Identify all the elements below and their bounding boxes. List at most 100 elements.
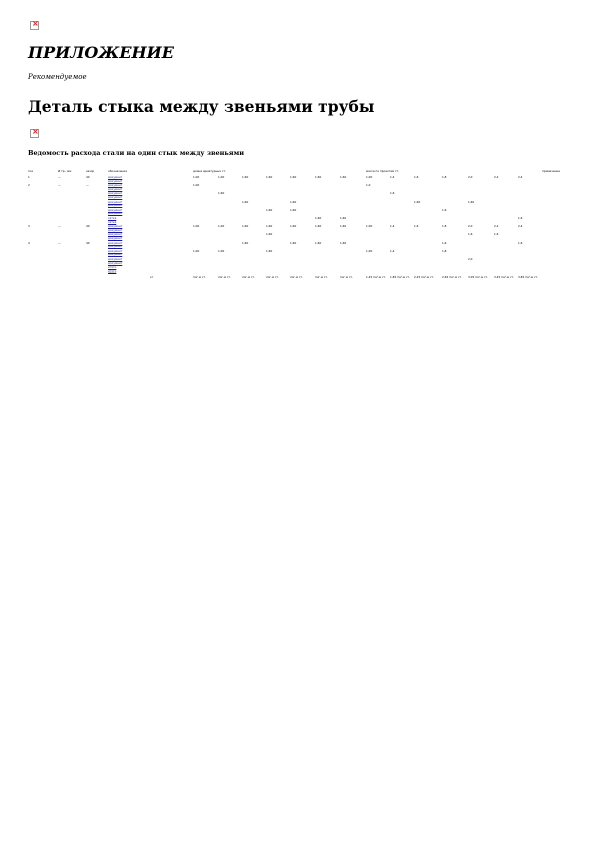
table-cell: 1,60 — [242, 240, 249, 245]
table-cell: 1,6 — [414, 175, 419, 179]
table-cell: 1,60 — [290, 240, 297, 245]
table-cell: 40 — [86, 240, 90, 245]
table-cell: 1,60 — [242, 224, 249, 229]
table-cell: 1,00 — [366, 248, 373, 253]
table-link-cell[interactable]: документ — [108, 203, 123, 208]
table-totals-cell: пог.м ст. — [242, 275, 255, 280]
table-totals-cell: пог.м ст. — [290, 275, 303, 280]
table-link-cell[interactable]: документ — [108, 211, 123, 216]
table-link-cell[interactable]: документ — [108, 235, 123, 240]
table-cell: 1,8 — [442, 248, 447, 253]
table-link-cell[interactable]: сетка — [108, 219, 117, 224]
table-link-cell[interactable]: документ — [108, 224, 123, 229]
table-cell: 1,60 — [468, 199, 475, 204]
table-cell: — — [58, 175, 61, 179]
table-header-cell: зазор — [86, 169, 95, 173]
table-cell: 1,60 — [266, 232, 273, 237]
table-cell: 1,60 — [242, 199, 249, 204]
table-totals-cell: 3,85 пог.м ст. — [518, 275, 539, 280]
table-link-cell[interactable]: документ — [108, 207, 123, 212]
table-cell: 4 — [28, 240, 30, 245]
table-link-cell[interactable]: документ — [108, 232, 123, 237]
table-cell: 1,60 — [414, 199, 421, 204]
table-cell: — — [58, 183, 61, 188]
table-link-cell[interactable]: документ — [108, 194, 123, 199]
table-cell: — — [86, 183, 89, 188]
table-link-cell[interactable]: документ — [108, 183, 123, 188]
table-cell: 1,60 — [290, 207, 297, 212]
table-cell: — — [58, 224, 61, 229]
table-header-cell: длина арматурных ст. — [193, 169, 226, 173]
table-cell: 1,6 — [468, 232, 473, 237]
table-cell: 1,8 — [442, 224, 447, 229]
appendix-heading: ПРИЛОЖЕНИЕ — [28, 43, 174, 62]
table-link-cell[interactable]: итого — [108, 265, 117, 270]
broken-image-icon — [30, 19, 39, 30]
table-cell: 2,0 — [468, 175, 473, 179]
table-totals-cell: кг — [150, 275, 154, 280]
table-cell: 1,60 — [315, 216, 322, 220]
table-link-cell[interactable]: документ — [108, 260, 123, 265]
table-cell: 1,60 — [266, 248, 273, 253]
table-totals-cell: 1,85 пог.м ст. — [390, 275, 411, 280]
table-cell: 2,0 — [468, 224, 473, 229]
table-cell: 1,6 — [390, 191, 395, 196]
table-link-cell[interactable]: документ — [108, 244, 123, 249]
table-link-cell[interactable]: документ — [108, 252, 123, 257]
table-caption: Ведомость расхода стали на один стык меж… — [28, 149, 245, 157]
table-cell: 1,60 — [340, 240, 347, 245]
table-cell: 1,0 — [366, 183, 371, 188]
table-cell: 1,00 — [366, 224, 373, 229]
table-link-cell[interactable]: документ — [108, 227, 123, 232]
table-header-cell: примечание — [542, 169, 560, 173]
table-totals-cell: пог.м ст. — [266, 275, 279, 280]
table-link-cell[interactable]: документ — [108, 178, 123, 183]
table-cell: 1,60 — [315, 175, 322, 179]
table-cell: 1,00 — [218, 224, 225, 229]
steel-consumption-table: поз Ø тр., мм зазор обозначение длина армату… — [28, 160, 568, 280]
table-link-cell[interactable]: сетка — [108, 216, 117, 220]
table-totals-cell: пог.м ст. — [193, 275, 206, 280]
table-cell: 1,60 — [340, 216, 347, 220]
table-cell: 1,60 — [340, 175, 347, 179]
table-cell: 1,60 — [315, 240, 322, 245]
table-cell: 1,60 — [315, 224, 322, 229]
table-cell: 1,60 — [290, 175, 297, 179]
table-link-cell[interactable]: документ — [108, 248, 123, 253]
table-link-cell[interactable]: документ — [108, 257, 123, 261]
table-cell: 1,4 — [390, 224, 395, 229]
recommended-label: Рекомендуемое — [28, 73, 87, 81]
table-totals-cell: 2,65 пог.м ст. — [442, 275, 463, 280]
table-cell: 1,6 — [414, 224, 419, 229]
table-link-cell[interactable]: документ — [108, 240, 123, 245]
table-link-cell[interactable]: документ — [108, 175, 123, 179]
table-totals-cell: 2,25 пог.м ст. — [414, 275, 435, 280]
table-cell: 1,60 — [218, 191, 225, 196]
table-cell: 1,00 — [218, 175, 225, 179]
table-totals-cell: пог.м ст. — [340, 275, 353, 280]
table-cell: 1,60 — [266, 224, 273, 229]
table-cell: 1,6 — [518, 216, 523, 220]
table-cell: 1,00 — [366, 175, 373, 179]
detail-title: Деталь стыка между звеньями трубы — [28, 97, 375, 116]
table-cell: 1,6 — [518, 240, 523, 245]
broken-image-icon — [30, 127, 39, 138]
table-cell: 1,00 — [193, 183, 200, 188]
table-link-cell[interactable]: документ — [108, 191, 123, 196]
table-totals-cell: пог.м ст. — [315, 275, 328, 280]
table-cell: 1,6 — [442, 207, 447, 212]
table-cell: 3 — [28, 224, 30, 229]
table-link-cell[interactable]: документ — [108, 186, 123, 191]
table-cell: 1,4 — [390, 175, 395, 179]
table-cell: 1,60 — [242, 175, 249, 179]
table-cell: 2,0 — [468, 257, 473, 261]
table-link-cell[interactable]: итого — [108, 268, 117, 273]
table-link-cell[interactable]: документ — [108, 199, 123, 204]
table-totals-cell: пог.м ст. — [218, 275, 231, 280]
table-cell: 1,00 — [193, 175, 200, 179]
table-cell: — — [58, 240, 61, 245]
table-cell: 2,2 — [494, 175, 499, 179]
table-header-cell: масса по проектам ст. — [366, 169, 400, 173]
table-cell: 2,2 — [494, 224, 499, 229]
table-cell: 1,00 — [218, 248, 225, 253]
